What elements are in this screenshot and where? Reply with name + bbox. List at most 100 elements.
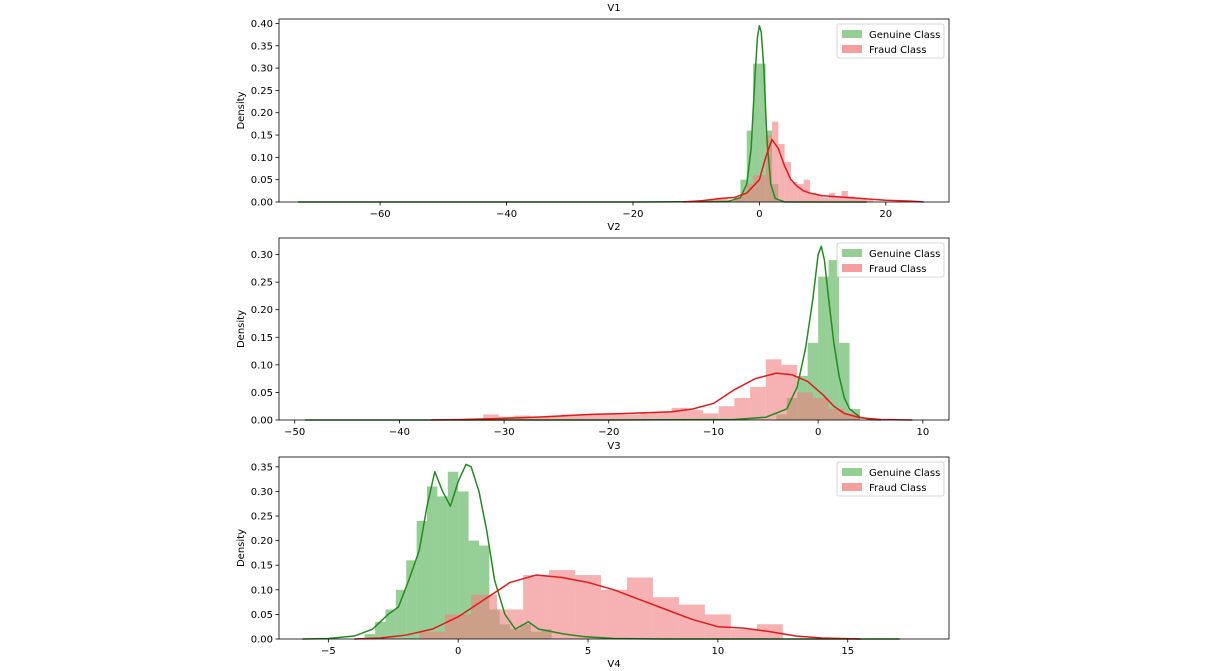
y-tick-label: 0.15: [251, 333, 273, 344]
hist-bar: [797, 392, 813, 420]
legend-swatch: [842, 45, 862, 53]
subplot-title: V3: [607, 441, 620, 452]
hist-bar: [866, 200, 874, 202]
hist-bar: [375, 621, 386, 639]
hist-bar: [468, 540, 479, 639]
legend-label: Fraud Class: [869, 264, 926, 275]
hist-bar: [718, 406, 735, 420]
hist-bar: [483, 414, 499, 420]
hist-bar: [419, 631, 446, 639]
histogram-fraud: [696, 121, 874, 202]
x-tick-label: −40: [496, 209, 517, 220]
hist-bar: [746, 184, 754, 202]
subplot-2: −50 −40 −30 −20 −10 0 10 0.00 0.05 0.10 0.15 0.20 0.…: [236, 222, 950, 438]
legend-box: [836, 461, 945, 497]
y-tick-label: 0.05: [251, 610, 273, 621]
kde-line-fraud: [683, 138, 924, 203]
hist-bar: [750, 386, 766, 420]
legend-swatch: [842, 249, 862, 257]
x-tick-label: −20: [622, 209, 643, 220]
hist-bar: [601, 589, 627, 639]
hist-bar: [427, 486, 438, 639]
hist-bar: [839, 342, 850, 420]
hist-bar: [406, 560, 417, 639]
legend-label: Genuine Class: [869, 249, 940, 260]
y-tick-label: 0.20: [251, 108, 273, 119]
y-tick-label: 0.25: [251, 86, 273, 97]
subplot-1: −60 −40 −20 0 20 0.00 0.05 0.10 0.15 0.20 0.25 0.30…: [236, 3, 950, 220]
x-tick-label: −60: [370, 209, 391, 220]
kde-line-genuine: [305, 245, 881, 421]
histogram-fraud: [483, 359, 861, 420]
legend-box: [836, 23, 945, 59]
x-tick-label: −30: [494, 427, 515, 438]
subplot-3: −5 0 5 10 15 0.00 0.05 0.10 0.15 0.20 0.25 0.30 0.35…: [236, 441, 950, 670]
x-tick-label: −50: [284, 427, 305, 438]
y-tick-label: 0.30: [251, 487, 273, 498]
x-tick-label: 10: [712, 646, 725, 657]
y-tick-label: 0.25: [251, 512, 273, 523]
axes-frame: [278, 18, 950, 203]
x-tick-label: 15: [841, 646, 854, 657]
hist-bar: [818, 276, 829, 420]
kde-line-genuine: [302, 463, 900, 640]
x-tick-label: 0: [756, 209, 762, 220]
hist-bar: [640, 413, 656, 420]
legend: Genuine Class Fraud Class: [836, 461, 945, 497]
histogram-fraud: [419, 570, 783, 639]
hist-bar: [734, 197, 741, 202]
hist-bar: [765, 359, 782, 420]
axes-frame: [278, 237, 950, 421]
x-tick-label: 20: [879, 209, 892, 220]
hist-bar: [497, 609, 524, 639]
hist-bar: [860, 198, 867, 202]
y-tick-label: 0.20: [251, 305, 273, 316]
hist-bar: [385, 609, 396, 639]
hist-bar: [828, 193, 836, 202]
hist-bar: [545, 415, 562, 420]
x-tick-label: −20: [598, 427, 619, 438]
y-tick-label: 0.10: [251, 585, 273, 596]
hist-bar: [530, 416, 546, 420]
legend-box: [836, 242, 945, 278]
legend-swatch: [842, 264, 862, 272]
hist-bar: [781, 364, 798, 420]
subplot-title: V2: [607, 222, 620, 233]
hist-bar: [458, 491, 469, 639]
hist-bar: [437, 496, 448, 639]
hist-bar: [445, 614, 472, 639]
hist-bar: [575, 575, 602, 639]
y-tick-label: 0.25: [251, 278, 273, 289]
hist-bar: [816, 195, 823, 202]
hist-bar: [841, 190, 848, 202]
y-tick-label: 0.15: [251, 561, 273, 572]
hist-bar: [797, 184, 804, 202]
y-tick-label: 0.00: [251, 198, 273, 209]
y-tick-label: 0.35: [251, 41, 273, 52]
legend-label: Genuine Class: [869, 468, 940, 479]
hist-bar: [740, 193, 747, 202]
y-tick-label: 0.10: [251, 153, 273, 164]
y-tick-label: 0.30: [251, 64, 273, 75]
hist-bar: [812, 397, 829, 420]
hist-bar: [734, 397, 751, 420]
hist-bar: [721, 198, 728, 202]
legend-label: Fraud Class: [869, 45, 926, 56]
x-tick-label: −5: [321, 646, 336, 657]
hist-bar: [471, 594, 498, 639]
hist-bar: [702, 413, 719, 420]
y-tick-label: 0.05: [251, 175, 273, 186]
hist-bar: [549, 570, 576, 639]
y-tick-label: 0.05: [251, 388, 273, 399]
hist-bar: [847, 196, 855, 202]
hist-bar: [395, 589, 407, 639]
y-tick-label: 0.40: [251, 19, 273, 30]
x-axis-label: V4: [607, 659, 620, 670]
hist-bar: [784, 161, 791, 202]
legend: Genuine Class Fraud Class: [836, 242, 945, 278]
subplot-title: V1: [607, 3, 620, 14]
hist-bar: [746, 130, 754, 202]
hist-bar: [835, 196, 842, 202]
hist-bar: [753, 63, 760, 202]
